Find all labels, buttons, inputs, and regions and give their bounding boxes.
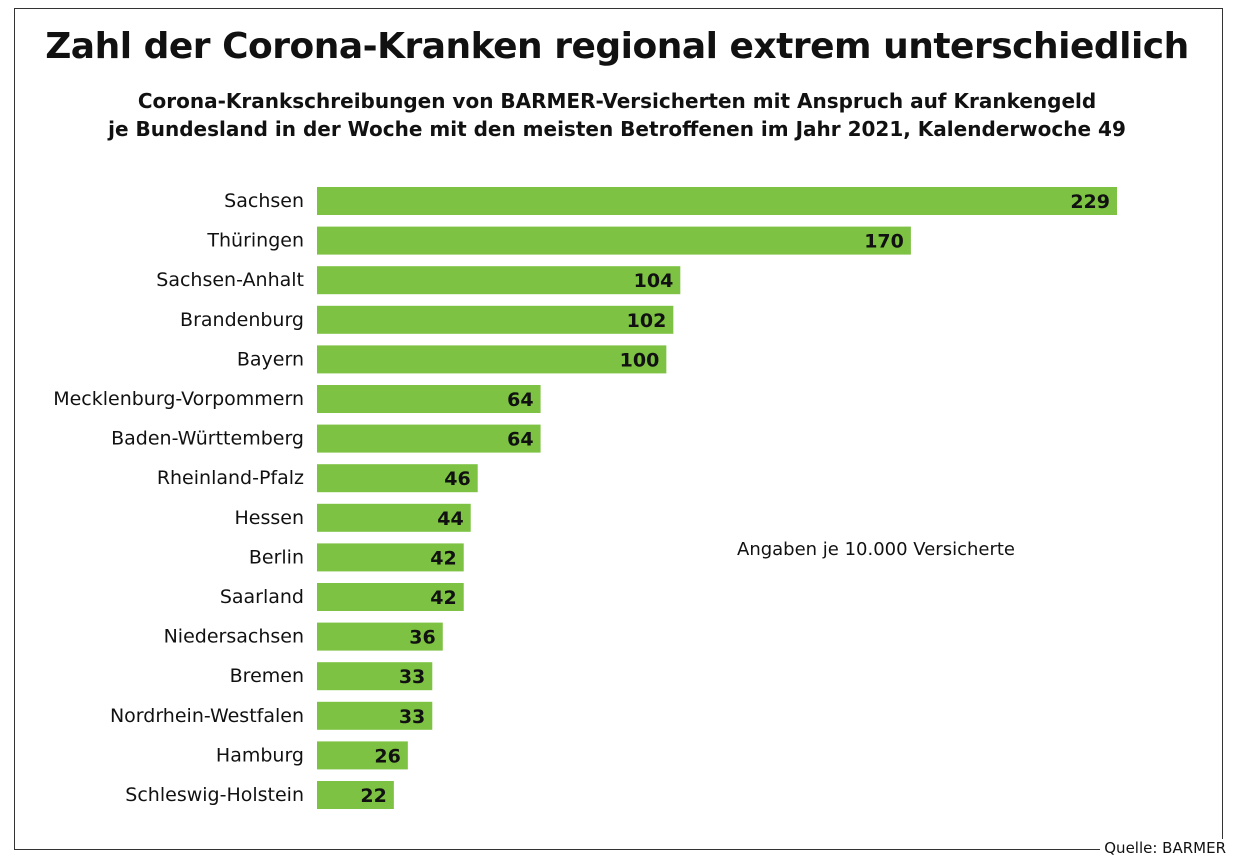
bar (317, 543, 464, 572)
bar (317, 503, 471, 532)
value-label: 26 (374, 745, 400, 767)
value-label: 36 (409, 627, 435, 649)
value-label: 229 (1070, 191, 1110, 213)
value-label: 104 (634, 270, 674, 292)
bar (317, 464, 478, 493)
category-label: Rheinland-Pfalz (157, 467, 304, 489)
bar (317, 305, 674, 334)
category-label: Niedersachsen (164, 626, 304, 648)
bar (317, 187, 1117, 215)
category-label: Schleswig-Holstein (125, 784, 304, 806)
category-label: Saarland (220, 586, 304, 608)
bar (317, 345, 667, 374)
value-label: 42 (430, 587, 456, 609)
category-label: Bremen (230, 665, 304, 687)
bar (317, 226, 911, 255)
value-label: 44 (437, 508, 463, 530)
category-label: Baden-Württemberg (111, 428, 304, 450)
value-label: 170 (864, 231, 904, 253)
category-label: Sachsen-Anhalt (156, 269, 304, 291)
chart-frame (14, 8, 1223, 850)
bar (317, 781, 394, 809)
units-note: Angaben je 10.000 Versicherte (737, 539, 1015, 560)
bar (317, 385, 541, 413)
category-label: Sachsen (224, 190, 304, 212)
source-label: Quelle: BARMER (1100, 839, 1226, 857)
value-label: 33 (399, 666, 425, 688)
value-label: 22 (360, 785, 386, 807)
chart-title: Zahl der Corona-Kranken regional extrem … (45, 26, 1189, 67)
value-label: 102 (627, 310, 667, 332)
bar (317, 424, 541, 453)
value-label: 33 (399, 706, 425, 728)
category-label: Hessen (234, 507, 304, 529)
bar (317, 662, 433, 691)
bar (317, 741, 408, 770)
value-label: 42 (430, 547, 456, 569)
value-label: 100 (620, 349, 660, 371)
category-label: Thüringen (206, 230, 304, 252)
category-label: Nordrhein-Westfalen (110, 705, 304, 727)
bar (317, 583, 464, 611)
category-label: Berlin (249, 546, 304, 568)
value-label: 46 (444, 468, 470, 490)
value-label: 64 (507, 429, 533, 451)
category-label: Mecklenburg-Vorpommern (53, 388, 304, 410)
bar (317, 622, 443, 651)
category-label: Hamburg (216, 744, 304, 766)
value-label: 64 (507, 389, 533, 411)
chart-subtitle-line1: Corona-Krankschreibungen von BARMER-Vers… (137, 89, 1097, 113)
chart-subtitle-line2: je Bundesland in der Woche mit den meist… (108, 117, 1126, 141)
bar (317, 701, 433, 730)
category-label: Brandenburg (180, 309, 304, 331)
bar (317, 266, 681, 295)
category-label: Bayern (237, 348, 304, 370)
